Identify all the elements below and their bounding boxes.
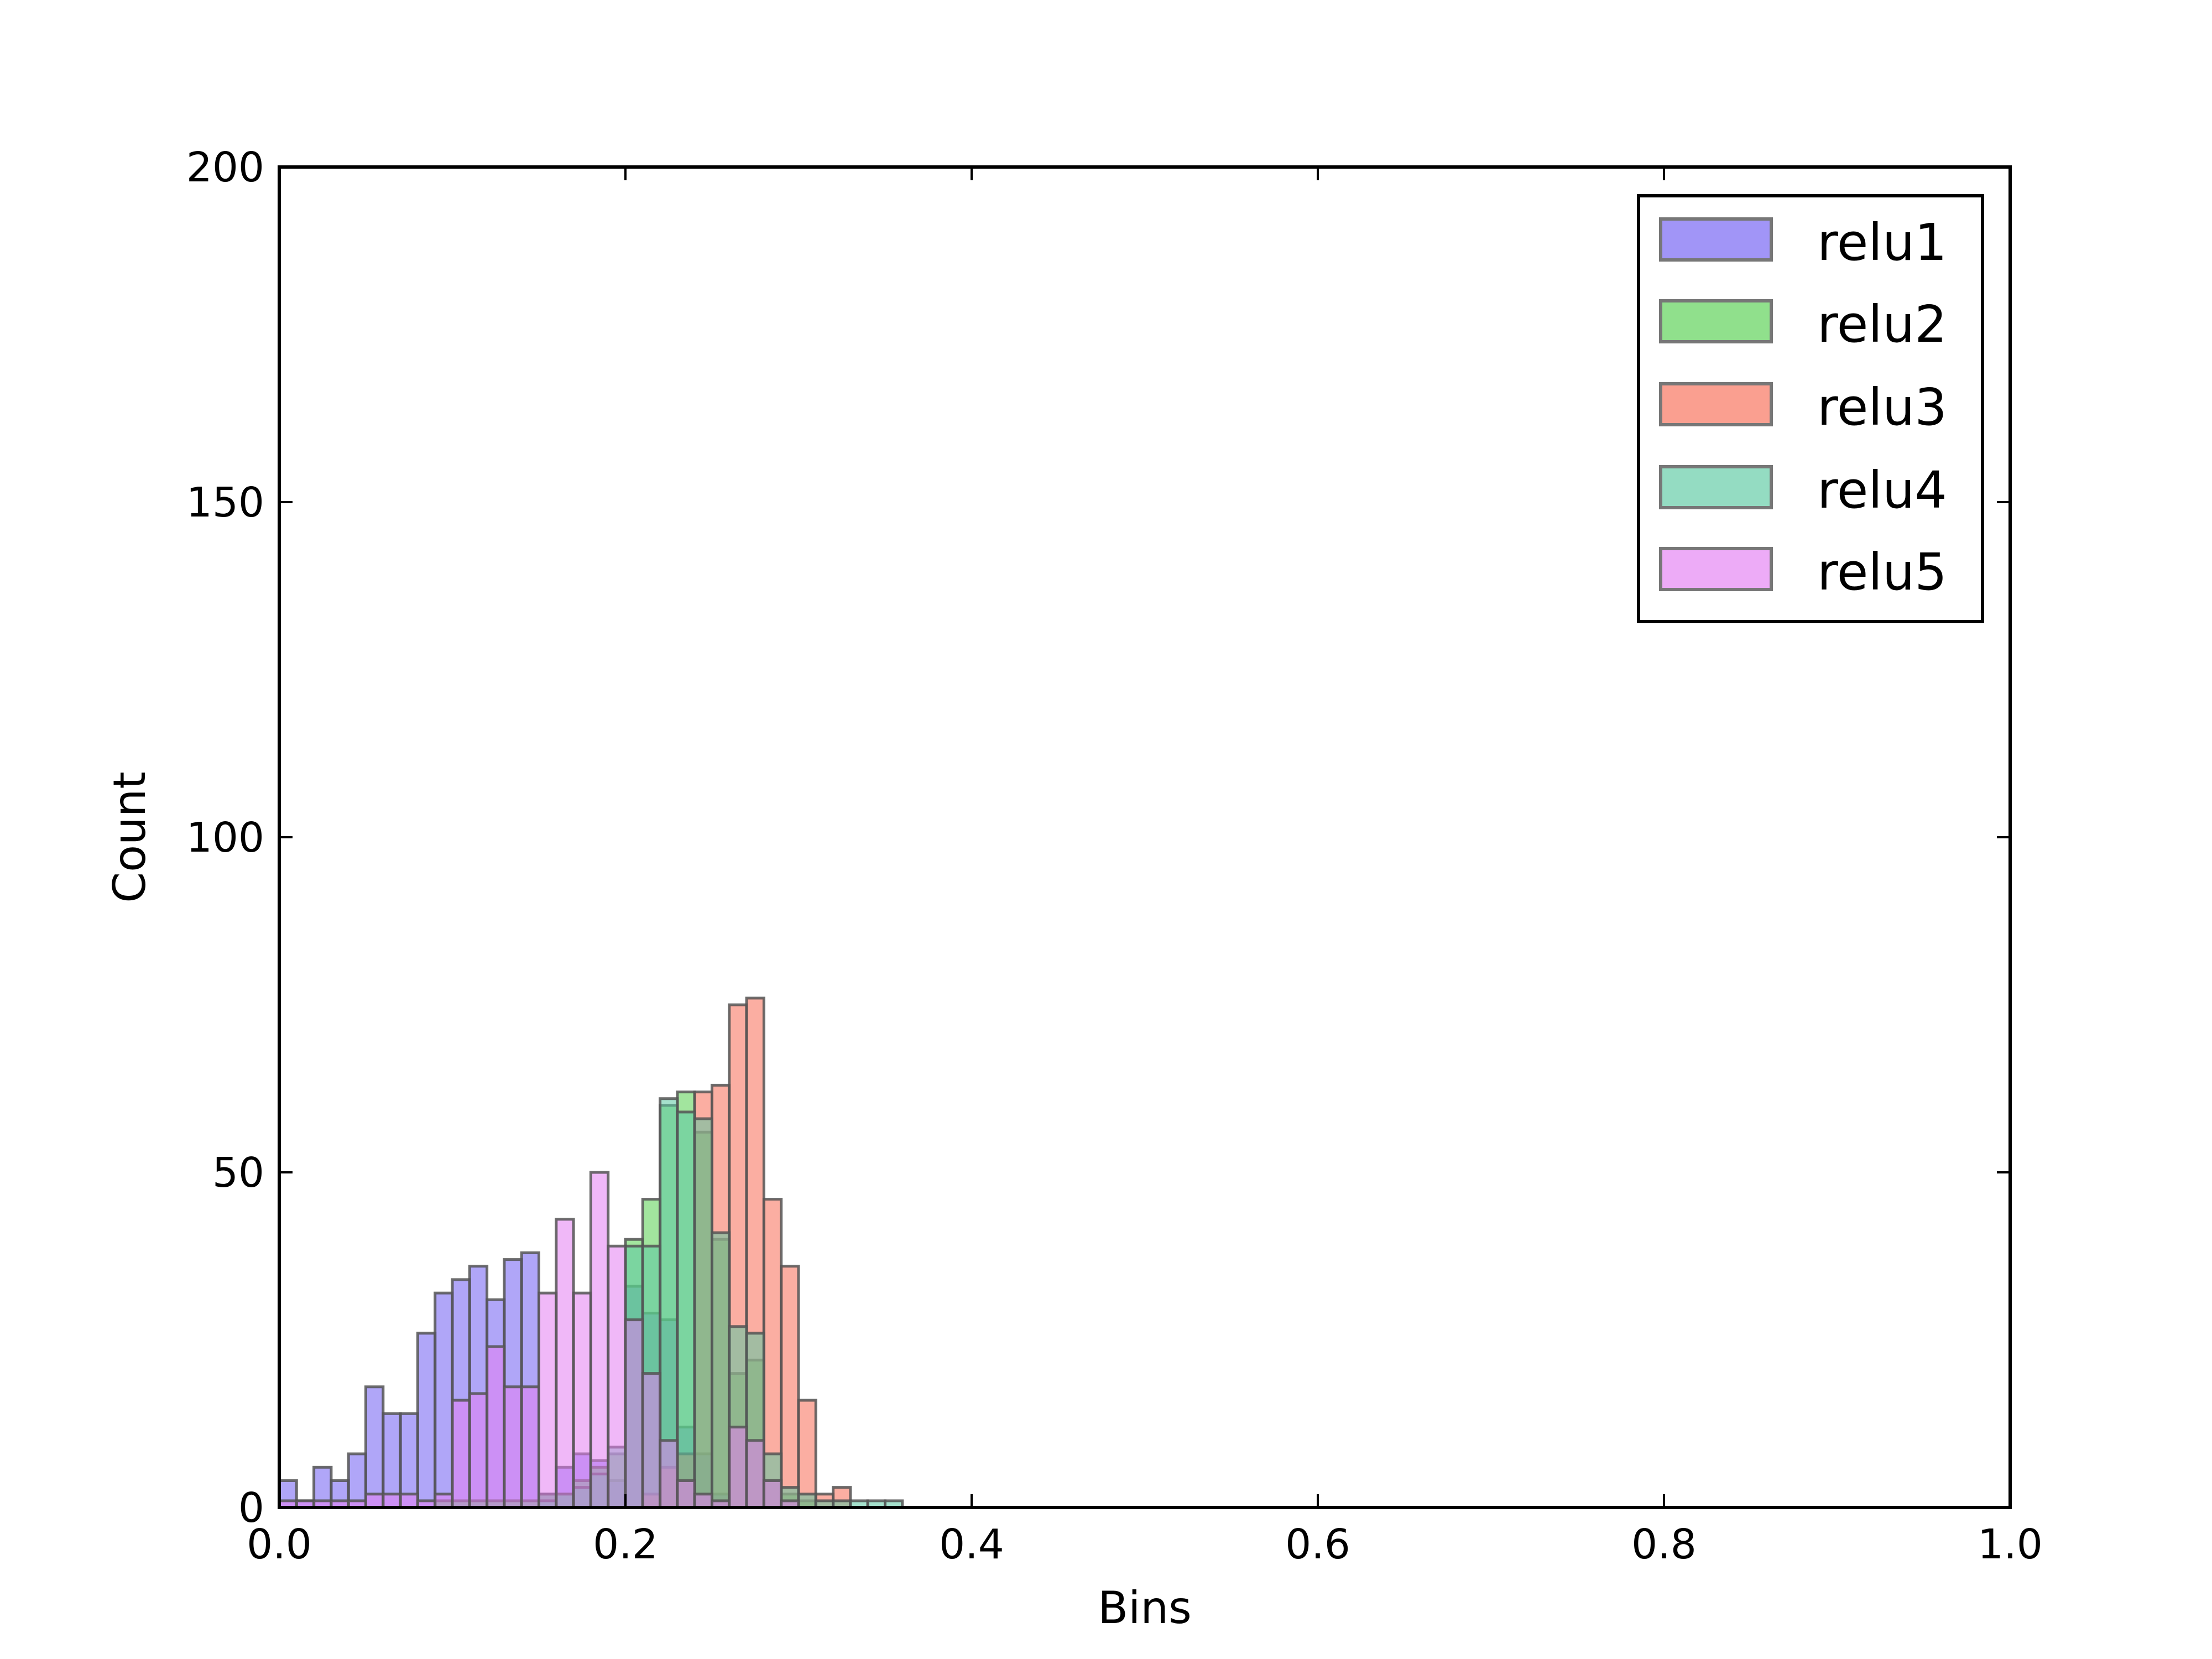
legend-entry-relu1: relu1 — [1659, 213, 1947, 272]
axis-ticks: 0.0 0.2 0.4 0.6 0.8 1.0 0 50 100 150 200 — [186, 144, 2043, 1568]
legend-swatch-relu2 — [1659, 299, 1773, 343]
bar-relu5 — [762, 1479, 783, 1509]
legend-label-relu3: relu3 — [1817, 378, 1947, 437]
bar-relu5 — [451, 1399, 471, 1509]
legend-entry-relu2: relu2 — [1659, 295, 1947, 354]
bar-relu3 — [797, 1399, 817, 1509]
bar-relu5 — [693, 1493, 713, 1509]
legend-entry-relu5: relu5 — [1659, 542, 1947, 602]
x-tick-label: 0.4 — [939, 1521, 1004, 1568]
bar-relu1 — [382, 1412, 402, 1509]
bar-relu5 — [468, 1392, 489, 1509]
x-tick-label: 0.2 — [593, 1521, 658, 1568]
x-tick-label: 1.0 — [1978, 1521, 2043, 1568]
legend-swatch-relu5 — [1659, 547, 1773, 591]
bar-relu4 — [797, 1493, 817, 1509]
bar-relu4 — [711, 1231, 731, 1509]
bar-relu1 — [364, 1385, 385, 1509]
bar-relu5 — [641, 1372, 662, 1509]
bar-relu5 — [399, 1493, 419, 1509]
y-tick-label: 50 — [212, 1149, 264, 1197]
bar-relu5 — [728, 1426, 748, 1509]
bar-relu1 — [434, 1291, 454, 1509]
legend-label-relu1: relu1 — [1817, 213, 1947, 272]
bar-relu5 — [382, 1493, 402, 1509]
bar-relu5 — [520, 1385, 541, 1509]
bar-relu5 — [589, 1171, 610, 1509]
bar-relu5 — [434, 1493, 454, 1509]
bar-relu5 — [624, 1318, 644, 1509]
legend-label-relu5: relu5 — [1817, 542, 1947, 602]
legend-label-relu4: relu4 — [1817, 461, 1947, 520]
bar-relu4 — [676, 1110, 696, 1509]
bar-relu5 — [538, 1291, 558, 1509]
bar-relu5 — [503, 1385, 523, 1509]
bar-relu3 — [780, 1265, 800, 1509]
bar-relu1 — [416, 1332, 437, 1509]
legend-label-relu2: relu2 — [1817, 295, 1947, 354]
legend-entry-relu4: relu4 — [1659, 461, 1947, 520]
y-tick-label: 150 — [186, 479, 264, 526]
bar-relu5 — [555, 1218, 575, 1509]
y-tick-label: 100 — [186, 814, 264, 862]
legend-swatch-relu1 — [1659, 217, 1773, 262]
bar-relu5 — [745, 1439, 765, 1509]
bar-relu5 — [676, 1479, 696, 1509]
bar-relu5 — [659, 1439, 679, 1509]
x-tick-label: 0.6 — [1285, 1521, 1350, 1568]
legend-entry-relu3: relu3 — [1659, 378, 1947, 437]
legend-swatch-relu4 — [1659, 465, 1773, 509]
bar-relu5 — [572, 1291, 592, 1509]
y-tick-label: 0 — [238, 1484, 264, 1532]
y-axis-label: Count — [104, 771, 155, 903]
bar-relu5 — [486, 1345, 506, 1509]
x-tick-label: 0.0 — [247, 1521, 312, 1568]
bar-relu5 — [607, 1244, 627, 1509]
x-axis-label: Bins — [1098, 1582, 1192, 1634]
bar-relu4 — [693, 1117, 713, 1509]
legend-swatch-relu3 — [1659, 382, 1773, 426]
bar-relu5 — [364, 1493, 385, 1509]
x-tick-label: 0.8 — [1631, 1521, 1697, 1568]
legend: relu1 relu2 relu3 relu4 relu5 — [1637, 194, 1984, 623]
y-tick-label: 200 — [186, 144, 264, 191]
